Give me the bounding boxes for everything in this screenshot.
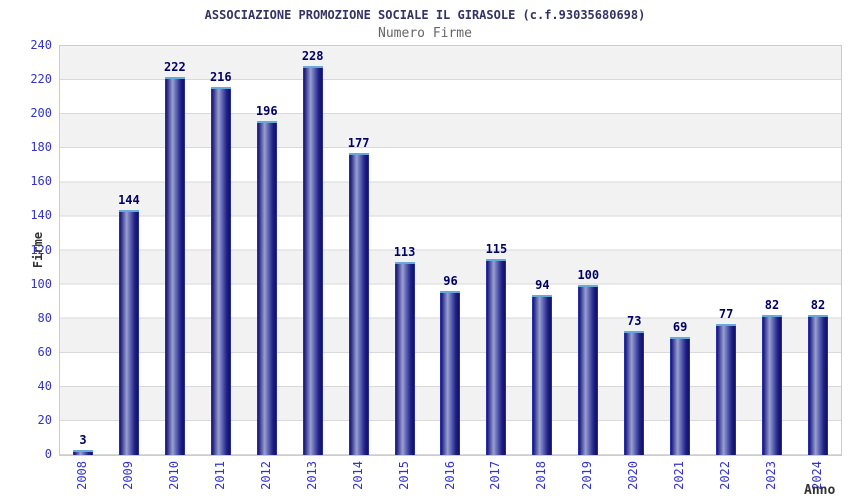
x-tick-label: 2009 xyxy=(120,461,135,490)
bar-value-label: 177 xyxy=(347,136,370,151)
x-tick-label: 2017 xyxy=(488,461,503,490)
x-tick-label: 2020 xyxy=(626,461,641,490)
bar-slot: 144 xyxy=(106,46,152,455)
bar xyxy=(164,76,185,455)
bar-value-label: 222 xyxy=(164,59,186,74)
x-tick-label: 2010 xyxy=(166,461,181,490)
bar xyxy=(486,259,507,455)
bar-slot: 77 xyxy=(703,46,749,455)
bar-value-label: 82 xyxy=(810,298,826,313)
bar-value-label: 196 xyxy=(255,103,278,118)
bar-slot: 82 xyxy=(795,46,841,455)
x-tick-label: 2021 xyxy=(672,461,687,490)
bar-value-label: 82 xyxy=(764,298,780,313)
bar xyxy=(348,153,369,455)
bar xyxy=(210,86,231,455)
bar-slot: 100 xyxy=(565,46,611,455)
x-tick-label: 2008 xyxy=(74,461,89,490)
bar xyxy=(716,323,737,455)
plot-area: 3 144 222 216 196 228 177 113 96 115 94 100 73 69 77 82… xyxy=(59,45,842,456)
x-tick-label: 2014 xyxy=(350,461,365,490)
x-tick-label: 2015 xyxy=(396,461,411,490)
bar-value-label: 73 xyxy=(626,313,642,328)
bar xyxy=(394,262,415,455)
y-tick-label: 0 xyxy=(44,447,52,461)
y-tick-label: 60 xyxy=(37,344,52,359)
bar xyxy=(440,291,461,455)
bar-value-label: 96 xyxy=(443,274,458,289)
y-tick-label: 160 xyxy=(30,174,52,189)
y-tick-label: 20 xyxy=(37,412,52,427)
bar xyxy=(532,294,553,455)
bar-slot: 73 xyxy=(611,46,657,455)
y-tick-label: 200 xyxy=(30,106,52,121)
bar xyxy=(72,449,93,455)
y-tick-label: 80 xyxy=(37,310,52,325)
bar-value-label: 216 xyxy=(209,69,232,84)
bar-value-label: 3 xyxy=(79,432,87,447)
bar-slot: 3 xyxy=(60,46,106,455)
bar-slot: 69 xyxy=(657,46,703,455)
bar-value-label: 94 xyxy=(535,277,550,292)
x-tick-label: 2019 xyxy=(580,461,595,490)
bar-value-label: 144 xyxy=(118,192,140,207)
bar-slot: 96 xyxy=(428,46,474,455)
bar-slot: 216 xyxy=(198,46,244,455)
bar xyxy=(762,315,783,455)
y-tick-label: 220 xyxy=(30,72,52,87)
bar-slot: 113 xyxy=(382,46,428,455)
bar xyxy=(118,209,139,455)
bars-container: 3 144 222 216 196 228 177 113 96 115 94 100 73 69 77 82… xyxy=(60,46,841,455)
bar xyxy=(302,66,323,455)
bar-value-label: 228 xyxy=(301,49,324,64)
x-tick-label: 2018 xyxy=(534,461,549,490)
y-axis-label: Firme xyxy=(31,231,45,269)
bar-value-label: 100 xyxy=(577,267,600,282)
y-tick-label: 140 xyxy=(30,208,52,223)
bar-value-label: 77 xyxy=(718,306,734,321)
bar-value-label: 69 xyxy=(672,320,688,335)
y-tick-label: 180 xyxy=(30,140,52,155)
bar xyxy=(256,120,277,455)
y-tick-label: 40 xyxy=(37,378,52,393)
x-tick-label: 2013 xyxy=(304,461,319,490)
bar xyxy=(807,315,828,455)
x-tick-label: 2016 xyxy=(442,461,457,490)
y-tick-label: 120 xyxy=(30,242,52,257)
bar xyxy=(578,284,599,455)
x-tick-label: 2011 xyxy=(212,461,227,490)
bar-value-label: 115 xyxy=(485,242,508,257)
y-tick-label: 100 xyxy=(30,276,52,291)
x-tick-label: 2012 xyxy=(258,461,273,490)
x-tick-label: 2023 xyxy=(764,461,779,490)
bar-slot: 222 xyxy=(152,46,198,455)
bar-slot: 196 xyxy=(244,46,290,455)
bar xyxy=(624,330,645,455)
x-tick-label: 2022 xyxy=(718,461,733,490)
bar-slot: 82 xyxy=(749,46,795,455)
bar-slot: 94 xyxy=(519,46,565,455)
bar-slot: 228 xyxy=(290,46,336,455)
bar-value-label: 113 xyxy=(393,245,416,260)
y-tick-label: 240 xyxy=(30,38,52,52)
chart-subtitle: Numero Firme xyxy=(378,26,472,41)
bar xyxy=(670,337,691,455)
bar-slot: 177 xyxy=(336,46,382,455)
x-axis-label: Anno xyxy=(804,483,836,498)
chart-title: ASSOCIAZIONE PROMOZIONE SOCIALE IL GIRAS… xyxy=(204,8,646,22)
bar-slot: 115 xyxy=(473,46,519,455)
